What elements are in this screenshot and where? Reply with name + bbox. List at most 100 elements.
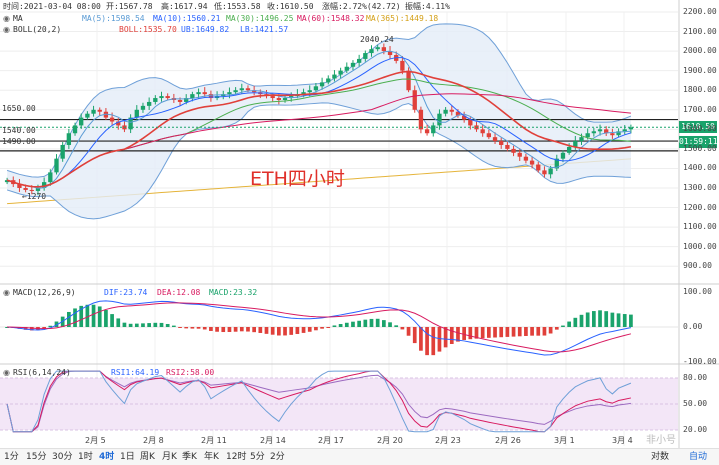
candle-body [604, 129, 609, 134]
candle-body [505, 144, 510, 149]
macd-histogram-bar [221, 327, 226, 333]
macd-histogram-bar [307, 327, 312, 332]
candle-body [437, 113, 442, 126]
candle-body [406, 70, 411, 91]
candle-body [23, 188, 28, 190]
price-tick-label: 1000.00 [683, 241, 717, 251]
boll-lb-value: LB:1421.57 [240, 25, 289, 34]
candle-body [560, 152, 566, 159]
macd-histogram-bar [616, 313, 621, 327]
candle-body [424, 129, 430, 134]
macd-tick-label: 100.00 [683, 287, 712, 296]
candle-body [548, 168, 553, 175]
period-button-12[interactable]: 2分 [270, 452, 285, 462]
period-button-5[interactable]: 1日 [120, 452, 135, 462]
candle-body [301, 92, 306, 95]
macd-histogram-bar [394, 325, 399, 327]
log-scale-button[interactable]: 对数 [651, 452, 670, 462]
candle-body [251, 90, 257, 93]
candle-body [4, 180, 10, 183]
candle-body [239, 88, 244, 91]
candle-body [48, 172, 53, 183]
period-button-2[interactable]: 30分 [52, 452, 73, 462]
date-tick-label: 2月 8 [143, 436, 164, 445]
macd-histogram-bar [314, 327, 318, 331]
rsi1-value: RSI1:64.19 [111, 368, 160, 377]
candle-body [492, 137, 498, 142]
candle-body [455, 111, 461, 116]
macd-histogram-bar [524, 327, 528, 336]
macd-histogram-bar [449, 327, 454, 344]
macd-histogram-bar [530, 327, 534, 336]
boll-eye-icon[interactable]: ◉ [3, 25, 10, 34]
candle-body [387, 51, 393, 56]
date-tick-label: 2月 14 [260, 436, 286, 445]
price-tick-label: 1400.00 [683, 163, 717, 173]
auto-scale-button[interactable]: 自动 [689, 452, 708, 462]
macd-histogram-bar [289, 327, 294, 335]
macd-histogram-bar [610, 312, 615, 327]
candle-body [443, 109, 448, 114]
macd-eye-icon[interactable]: ◉ [3, 288, 10, 297]
macd-histogram-bar [375, 318, 380, 327]
period-button-9[interactable]: 年K [204, 452, 219, 462]
candle-body [17, 184, 22, 188]
price-tick-label: 1600.00 [683, 124, 717, 134]
period-button-11[interactable]: 5分 [250, 452, 265, 462]
rsi-eye-icon[interactable]: ◉ [3, 368, 10, 377]
candle-body [165, 96, 170, 99]
period-button-3[interactable]: 1时 [78, 452, 93, 462]
candle-body [276, 98, 282, 100]
period-button-10[interactable]: 12时 [226, 452, 247, 462]
candle-body [332, 74, 337, 79]
period-button-0[interactable]: 1分 [4, 452, 19, 462]
candle-body [41, 182, 47, 188]
ma-eye-icon[interactable]: ◉ [3, 14, 10, 23]
candle-body [486, 133, 492, 138]
rsi2-value: RSI2:58.00 [166, 368, 215, 377]
period-button-1[interactable]: 15分 [26, 452, 47, 462]
candle-body [66, 133, 72, 145]
macd-histogram-bar [542, 327, 547, 336]
period-button-6[interactable]: 周K [140, 452, 155, 462]
macd-histogram-bar [567, 321, 571, 327]
boll-mid-line [6, 70, 632, 188]
candle-body [97, 109, 102, 112]
macd-histogram-bar [493, 327, 497, 338]
macd-histogram-bar [283, 327, 287, 336]
candle-body [319, 82, 325, 87]
info-change: 涨幅:2.72%(42.72) [322, 2, 401, 11]
candle-body [529, 160, 535, 165]
high-annotation: 2040.24 [360, 35, 394, 44]
macd-histogram-bar [499, 327, 504, 338]
macd-histogram-bar [437, 327, 442, 352]
candle-body [338, 70, 343, 75]
macd-histogram-bar [536, 327, 541, 336]
macd-histogram-bar [474, 327, 479, 339]
candle-body [103, 111, 109, 118]
macd-value: MACD:23.32 [209, 288, 258, 297]
candle-body [146, 101, 152, 106]
period-button-4[interactable]: 4时 [99, 452, 115, 462]
period-button-7[interactable]: 月K [162, 452, 177, 462]
macd-dea-line [7, 302, 632, 353]
macd-histogram-bar [104, 309, 108, 327]
macd-histogram-bar [246, 327, 250, 332]
macd-histogram-bar [363, 319, 368, 327]
period-button-8[interactable]: 季K [182, 452, 197, 462]
rsi-tick-label: 50.00 [683, 399, 708, 408]
macd-histogram-bar [116, 318, 121, 327]
candle-body [400, 60, 405, 71]
info-amplitude: 振幅:4.11% [405, 2, 450, 11]
price-tick-label: 1500.00 [683, 143, 717, 153]
rsi-tick-label: 80.00 [683, 373, 708, 382]
macd-histogram-bar [122, 322, 127, 327]
price-tick-label: 2200.00 [683, 7, 717, 16]
candle-body [313, 86, 319, 91]
boll-lower-line [6, 102, 631, 220]
macd-tick-label: -100.00 [683, 357, 717, 366]
macd-histogram-bar [91, 304, 96, 327]
macd-histogram-bar [277, 327, 281, 336]
macd-histogram-bar [159, 322, 164, 327]
